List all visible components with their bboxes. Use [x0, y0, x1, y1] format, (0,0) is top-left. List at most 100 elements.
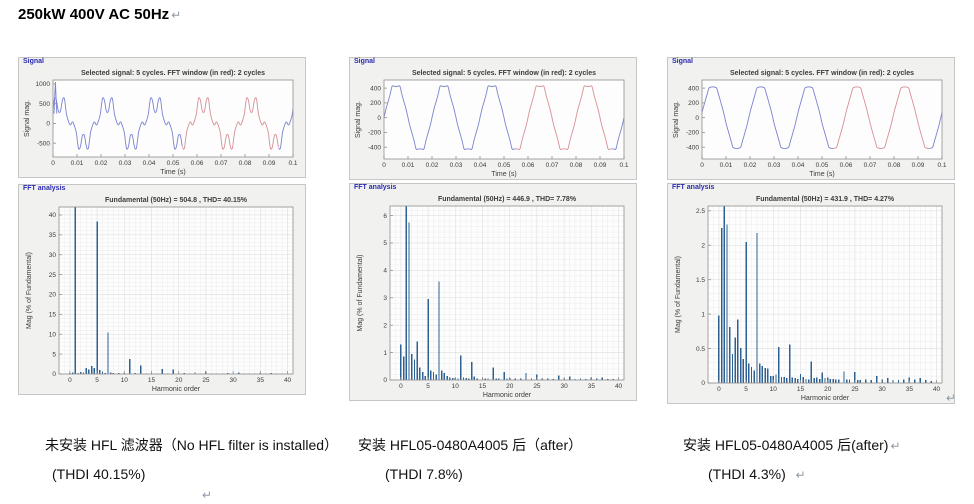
caption-after-2: 安装 HFL05-0480A4005 后(after) ↵: [683, 435, 901, 455]
svg-text:5: 5: [95, 377, 99, 384]
svg-text:25: 25: [851, 386, 859, 393]
svg-text:15: 15: [479, 383, 487, 390]
svg-text:Signal mag.: Signal mag.: [355, 101, 362, 138]
svg-text:3: 3: [383, 295, 387, 302]
fft-window-label: FFT analysis: [672, 184, 715, 191]
svg-text:0.04: 0.04: [792, 162, 805, 169]
fft-chart-1: 0 5 10 15 20 25 30 35 40 0 5 10 15 20 25 30 35 40 Fundamen…: [26, 197, 294, 393]
svg-text:0.5: 0.5: [696, 346, 705, 353]
svg-text:35: 35: [906, 386, 914, 393]
svg-text:0.03: 0.03: [768, 162, 781, 169]
svg-text:Selected signal: 5 cycles. FFT: Selected signal: 5 cycles. FFT window (i…: [412, 70, 596, 77]
caption-text: (THDI 40.15%): [52, 466, 146, 482]
svg-text:-500: -500: [37, 140, 50, 147]
fft-chart-3: 0 5 10 15 20 25 30 35 40 0 0.5 1 1.5 2 2.5 Fundamental …: [675, 196, 943, 402]
caption-text: 安装 HFL05-0480A4005 后（after）: [358, 437, 583, 453]
svg-text:25: 25: [49, 272, 57, 279]
fft-panel-1: FFT analysis 0 5 10 15 20 25 30 35 40 0 5 10 15 20 25 3…: [18, 184, 306, 395]
svg-text:40: 40: [284, 377, 292, 384]
svg-text:0: 0: [377, 115, 381, 122]
svg-text:0: 0: [51, 160, 55, 167]
svg-text:0.07: 0.07: [546, 162, 559, 169]
signal-panel-3: Signal 0 0.01 0.02 0.03 0.04 0.05 0.06 0.07 0.08…: [667, 57, 955, 180]
svg-text:0: 0: [717, 386, 721, 393]
svg-text:Selected signal: 5 cycles. FFT: Selected signal: 5 cycles. FFT window (i…: [730, 70, 914, 77]
svg-text:-200: -200: [686, 130, 699, 137]
svg-text:0.06: 0.06: [522, 162, 535, 169]
svg-text:0: 0: [399, 383, 403, 390]
svg-text:10: 10: [770, 386, 778, 393]
svg-text:0.08: 0.08: [570, 162, 583, 169]
caption-after-1-thdi: (THDI 7.8%): [385, 466, 463, 482]
signal-chart-1: 0 0.01 0.02 0.03 0.04 0.05 0.06 0.07 0.08 0.09 0.1…: [24, 70, 298, 176]
svg-text:30: 30: [879, 386, 887, 393]
svg-text:0.02: 0.02: [95, 160, 108, 167]
svg-text:0.08: 0.08: [239, 160, 252, 167]
page-title-text: 250kW 400V AC 50Hz: [18, 6, 170, 23]
signal-window-label: Signal: [23, 58, 45, 65]
svg-text:Mag (% of Fundamental): Mag (% of Fundamental): [675, 256, 682, 333]
svg-text:Selected signal: 5 cycles. FFT: Selected signal: 5 cycles. FFT window (i…: [81, 70, 265, 77]
svg-text:0.07: 0.07: [215, 160, 228, 167]
signal-window-label: Signal: [354, 58, 376, 65]
svg-text:0.01: 0.01: [720, 162, 733, 169]
svg-text:0.08: 0.08: [888, 162, 901, 169]
svg-text:Fundamental (50Hz) = 431.9 , T: Fundamental (50Hz) = 431.9 , THD= 4.27%: [756, 196, 895, 203]
svg-text:5: 5: [744, 386, 748, 393]
svg-text:40: 40: [49, 212, 57, 219]
paragraph-return-mark: ↵: [946, 391, 957, 405]
svg-text:1: 1: [701, 311, 705, 318]
fft-chart-2: 0 5 10 15 20 25 30 35 40 0 1 2 3 4 5 6 Fundamental (50Hz…: [357, 196, 625, 399]
svg-text:0: 0: [68, 377, 72, 384]
svg-text:0.05: 0.05: [167, 160, 180, 167]
svg-text:10: 10: [452, 383, 460, 390]
svg-text:0.01: 0.01: [71, 160, 84, 167]
svg-text:0.1: 0.1: [288, 160, 297, 167]
svg-text:0.09: 0.09: [912, 162, 925, 169]
svg-text:35: 35: [49, 232, 57, 239]
svg-text:200: 200: [370, 100, 381, 107]
svg-text:2: 2: [383, 322, 387, 329]
svg-text:5: 5: [383, 240, 387, 247]
caption-no-filter: 未安装 HFL 滤波器（No HFL filter is installed）: [45, 435, 338, 455]
caption-no-filter-thdi: (THDI 40.15%): [52, 466, 145, 482]
svg-text:Harmonic order: Harmonic order: [483, 392, 532, 399]
svg-text:0.05: 0.05: [498, 162, 511, 169]
caption-text: (THDI 4.3%): [708, 466, 786, 482]
svg-text:40: 40: [615, 383, 623, 390]
svg-text:0: 0: [700, 162, 704, 169]
svg-text:20: 20: [506, 383, 514, 390]
svg-text:4: 4: [383, 268, 387, 275]
svg-text:0.02: 0.02: [744, 162, 757, 169]
svg-text:35: 35: [588, 383, 596, 390]
svg-text:400: 400: [688, 85, 699, 92]
svg-text:0: 0: [52, 371, 56, 378]
fft-window-label: FFT analysis: [23, 185, 66, 192]
svg-text:0.04: 0.04: [474, 162, 487, 169]
svg-text:0.07: 0.07: [864, 162, 877, 169]
svg-text:0.03: 0.03: [119, 160, 132, 167]
svg-text:40: 40: [933, 386, 941, 393]
svg-text:0.02: 0.02: [426, 162, 439, 169]
svg-text:0.06: 0.06: [191, 160, 204, 167]
caption-text: (THDI 7.8%): [385, 466, 463, 482]
svg-text:0: 0: [701, 380, 705, 387]
svg-text:Time (s): Time (s): [809, 171, 834, 178]
svg-text:-400: -400: [686, 144, 699, 151]
svg-text:0.05: 0.05: [816, 162, 829, 169]
svg-text:Mag (% of Fundamental): Mag (% of Fundamental): [26, 252, 33, 329]
svg-text:1: 1: [383, 350, 387, 357]
fft-panel-2: FFT analysis 0 5 10 15 20 25 30 35 40 0 1 2 3 4 5 6 Fund…: [349, 183, 637, 401]
svg-text:-200: -200: [368, 130, 381, 137]
signal-chart-2: 0 0.01 0.02 0.03 0.04 0.05 0.06 0.07 0.08 0.09 0.1…: [355, 70, 629, 178]
svg-text:20: 20: [49, 292, 57, 299]
svg-text:15: 15: [797, 386, 805, 393]
paragraph-return-mark: ↵: [795, 468, 806, 482]
svg-text:15: 15: [148, 377, 156, 384]
svg-text:0.04: 0.04: [143, 160, 156, 167]
svg-text:5: 5: [426, 383, 430, 390]
svg-text:1.5: 1.5: [696, 277, 705, 284]
svg-text:Time (s): Time (s): [160, 169, 185, 176]
caption-text: 未安装 HFL 滤波器（No HFL filter is installed）: [45, 437, 339, 453]
svg-text:Mag (% of Fundamental): Mag (% of Fundamental): [357, 254, 364, 331]
